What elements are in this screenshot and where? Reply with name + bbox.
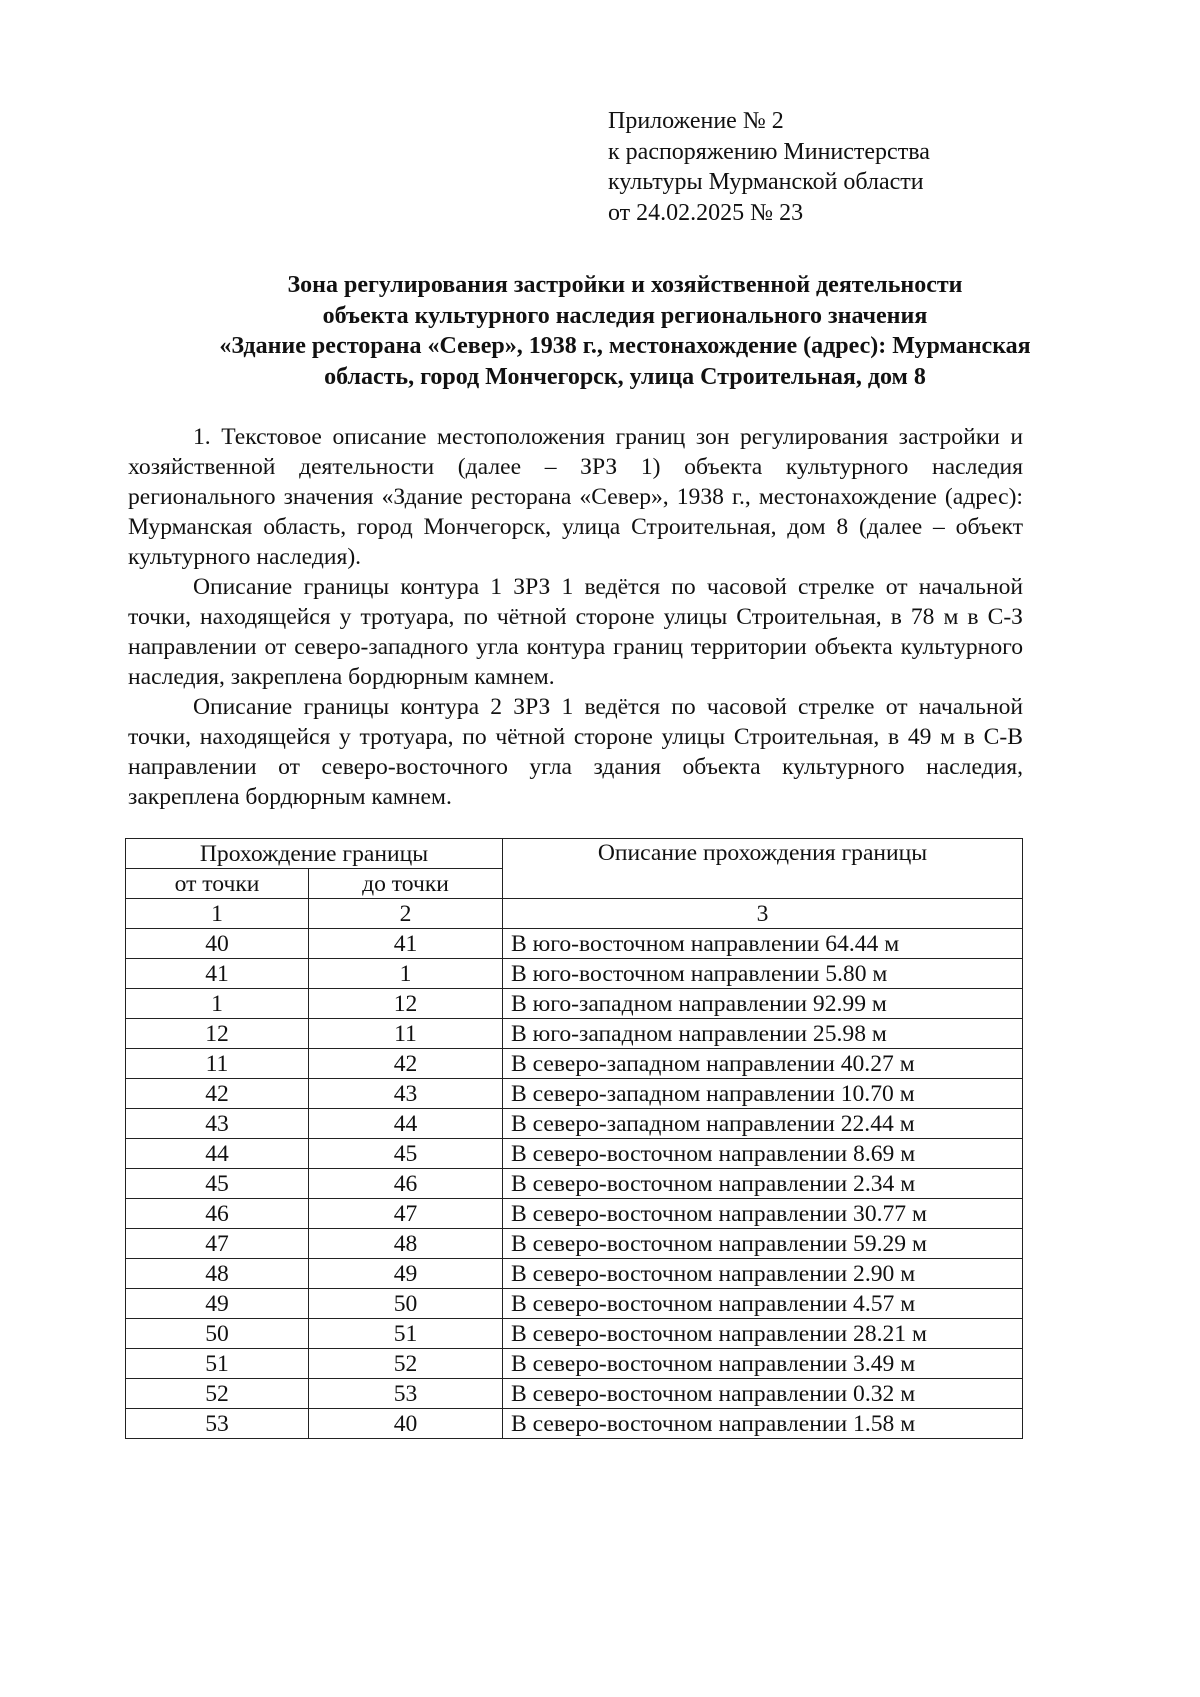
from-point-cell: 47 [125, 1228, 309, 1259]
table-number-row: 1 2 3 [125, 898, 1023, 929]
from-point-cell: 46 [125, 1198, 309, 1229]
table-row: 49 50 В северо-восточном направлении 4.57 … [125, 1288, 1023, 1319]
from-point-cell: 12 [125, 1018, 309, 1049]
description-cell: В северо-восточном направлении 59.29 м [502, 1228, 1023, 1259]
appendix-line: культуры Мурманской области [608, 169, 924, 195]
to-point-cell: 1 [308, 958, 503, 989]
header-from: от точки [125, 868, 309, 899]
table-header-row: от точки до точки [125, 868, 1023, 899]
header-group: Прохождение границы [125, 838, 503, 869]
header-to: до точки [308, 868, 503, 899]
description-cell: В юго-западном направлении 92.99 м [502, 988, 1023, 1019]
appendix-line: к распоряжению Министерства [608, 138, 930, 165]
paragraph: 1. Текстовое описание местоположения гра… [128, 424, 1023, 570]
from-point-cell: 51 [125, 1348, 309, 1379]
description-cell: В северо-восточном направлении 1.58 м [502, 1408, 1023, 1439]
table-row: 41 1 В юго-восточном направлении 5.80 м [125, 958, 1023, 989]
paragraph: Описание границы контура 2 ЗРЗ 1 ведётся… [128, 694, 1023, 810]
appendix-line: Приложение № 2 [608, 108, 784, 134]
description-cell: В северо-восточном направлении 3.49 м [502, 1348, 1023, 1379]
description-cell: В юго-западном направлении 25.98 м [502, 1018, 1023, 1049]
to-point-cell: 46 [308, 1168, 503, 1199]
title-line: область, город Мончегорск, улица Строите… [324, 363, 926, 390]
title-line: Зона регулирования застройки и хозяйстве… [287, 272, 963, 298]
to-point-cell: 44 [308, 1108, 503, 1139]
header-description: Описание прохождения границы [502, 838, 1023, 899]
description-cell: В северо-восточном направлении 28.21 м [502, 1318, 1023, 1349]
description-cell: В северо-восточном направлении 2.90 м [502, 1258, 1023, 1289]
description-cell: В северо-западном направлении 10.70 м [502, 1078, 1023, 1109]
table-row: 48 49 В северо-восточном направлении 2.90 … [125, 1258, 1023, 1289]
description-cell: В северо-восточном направлении 30.77 м [502, 1198, 1023, 1229]
to-point-cell: 42 [308, 1048, 503, 1079]
from-point-cell: 1 [125, 988, 309, 1019]
table-row: 47 48 В северо-восточном направлении 59.29… [125, 1228, 1023, 1259]
table-row: 11 42 В северо-западном направлении 40.27 … [125, 1048, 1023, 1079]
to-point-cell: 47 [308, 1198, 503, 1229]
from-point-cell: 11 [125, 1048, 309, 1079]
table-row: 40 41 В юго-восточном направлении 64.44 м [125, 928, 1023, 959]
description-cell: В северо-западном направлении 40.27 м [502, 1048, 1023, 1079]
from-point-cell: 53 [125, 1408, 309, 1439]
table-row: 50 51 В северо-восточном направлении 28.21… [125, 1318, 1023, 1349]
to-point-cell: 41 [308, 928, 503, 959]
to-point-cell: 52 [308, 1348, 503, 1379]
to-point-cell: 12 [308, 988, 503, 1019]
description-cell: В северо-восточном направлении 8.69 м [502, 1138, 1023, 1169]
description-cell: В юго-восточном направлении 5.80 м [502, 958, 1023, 989]
from-point-cell: 44 [125, 1138, 309, 1169]
table-row: 43 44 В северо-западном направлении 22.44 … [125, 1108, 1023, 1139]
from-point-cell: 49 [125, 1288, 309, 1319]
to-point-cell: 11 [308, 1018, 503, 1049]
document-body: 1. Текстовое описание местоположения гра… [128, 422, 1023, 812]
table-row: 53 40 В северо-восточном направлении 1.58 … [125, 1408, 1023, 1439]
table-row: 51 52 В северо-восточном направлении 3.49 … [125, 1348, 1023, 1379]
table-header-row: Прохождение границы Описание прохождения… [125, 838, 1023, 899]
table-row: 12 11 В юго-западном направлении 25.98 м [125, 1018, 1023, 1049]
to-point-cell: 53 [308, 1378, 503, 1409]
to-point-cell: 40 [308, 1408, 503, 1439]
from-point-cell: 50 [125, 1318, 309, 1349]
table-row: 1 12 В юго-западном направлении 92.99 м [125, 988, 1023, 1019]
column-number: 3 [502, 898, 1023, 929]
column-number: 2 [308, 898, 503, 929]
column-number: 1 [125, 898, 309, 929]
from-point-cell: 45 [125, 1168, 309, 1199]
from-point-cell: 42 [125, 1078, 309, 1109]
to-point-cell: 45 [308, 1138, 503, 1169]
boundary-table: Прохождение границы Описание прохождения… [125, 838, 1023, 1439]
paragraph: Описание границы контура 1 ЗРЗ 1 ведётся… [128, 574, 1023, 690]
from-point-cell: 48 [125, 1258, 309, 1289]
description-cell: В юго-восточном направлении 64.44 м [502, 928, 1023, 959]
document-title: Зона регулирования застройки и хозяйстве… [110, 270, 1140, 392]
to-point-cell: 51 [308, 1318, 503, 1349]
appendix-header: Приложение № 2 к распоряжению Министерст… [608, 106, 930, 228]
description-cell: В северо-восточном направлении 2.34 м [502, 1168, 1023, 1199]
from-point-cell: 40 [125, 928, 309, 959]
appendix-line: от 24.02.2025 № 23 [608, 199, 804, 226]
table-row: 42 43 В северо-западном направлении 10.70 … [125, 1078, 1023, 1109]
description-cell: В северо-восточном направлении 4.57 м [502, 1288, 1023, 1319]
from-point-cell: 52 [125, 1378, 309, 1409]
table-row: 45 46 В северо-восточном направлении 2.34 … [125, 1168, 1023, 1199]
table-row: 46 47 В северо-восточном направлении 30.77… [125, 1198, 1023, 1229]
table-row: 52 53 В северо-восточном направлении 0.32 … [125, 1378, 1023, 1409]
title-line: объекта культурного наследия регионально… [322, 302, 928, 329]
title-line: «Здание ресторана «Север», 1938 г., мест… [219, 333, 1031, 359]
table-row: 44 45 В северо-восточном направлении 8.69 … [125, 1138, 1023, 1169]
to-point-cell: 50 [308, 1288, 503, 1319]
description-cell: В северо-восточном направлении 0.32 м [502, 1378, 1023, 1409]
to-point-cell: 49 [308, 1258, 503, 1289]
description-cell: В северо-западном направлении 22.44 м [502, 1108, 1023, 1139]
from-point-cell: 43 [125, 1108, 309, 1139]
from-point-cell: 41 [125, 958, 309, 989]
to-point-cell: 48 [308, 1228, 503, 1259]
to-point-cell: 43 [308, 1078, 503, 1109]
